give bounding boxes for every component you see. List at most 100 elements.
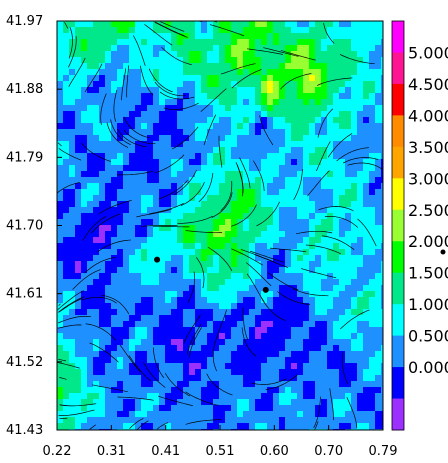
field-cell [111,219,118,226]
field-cell [369,231,376,238]
field-cell [291,387,298,394]
streamline [144,24,173,46]
field-cell [213,159,220,166]
field-cell [237,321,244,328]
field-cell [213,27,220,34]
streamline [342,157,379,164]
field-cell [75,231,82,238]
field-cell [177,39,184,46]
field-cell [195,291,202,298]
field-cell [189,165,196,172]
field-cell [321,51,328,58]
field-cell [375,81,382,88]
field-cell [87,267,94,274]
field-cell [249,177,256,184]
field-cell [279,123,286,130]
field-cell [123,69,130,76]
field-cell [75,339,82,346]
field-cell [117,141,124,148]
field-cell [87,327,94,334]
field-cell [255,165,262,172]
field-cell [279,111,286,118]
field-cell [273,45,280,52]
field-cell [279,411,286,418]
field-cell [357,87,364,94]
field-cell [273,381,280,388]
field-cell [321,423,328,430]
streamline [200,88,227,112]
streamline [327,133,353,158]
field-cell [147,195,154,202]
field-cell [141,309,148,316]
field-cell [249,189,256,196]
field-cell [213,399,220,406]
field-cell [99,381,106,388]
field-cell [243,291,250,298]
field-cell [123,231,130,238]
legend-swatch [392,272,404,305]
field-cell [303,297,310,304]
legend-swatch [392,241,404,274]
field-cell [279,57,286,64]
field-cell [171,111,178,118]
field-cell [297,333,304,340]
field-cell [345,243,352,250]
field-cell [219,159,226,166]
field-cell [297,411,304,418]
field-cell [267,75,274,82]
field-cell [297,297,304,304]
field-cell [381,273,383,280]
streamline [235,162,244,194]
field-cell [99,309,106,316]
field-cell [345,267,352,274]
field-cell [147,69,154,76]
field-cell [141,363,148,370]
field-cell [327,51,334,58]
field-cell [57,57,64,64]
field-cell [111,183,118,190]
field-cell [57,405,64,412]
field-cell [369,327,376,334]
field-cell [195,219,202,226]
field-cell [81,207,88,214]
field-cell [183,57,190,64]
field-cell [375,135,382,142]
field-cell [189,339,196,346]
field-cell [159,411,166,418]
field-cell [297,147,304,154]
legend-label: 5.000 [408,43,448,62]
field-cell [63,39,70,46]
field-cell [69,339,76,346]
field-cell [345,393,352,400]
field-cell [195,201,202,208]
field-cell [165,345,172,352]
field-cell [141,141,148,148]
field-cell [273,147,280,154]
field-cell [141,357,148,364]
field-cell [291,243,298,250]
field-cell [315,219,322,226]
field-cell [315,423,322,430]
field-cell [255,159,262,166]
field-cell [309,21,316,28]
field-cell [381,219,383,226]
field-cell [213,315,220,322]
streamline [256,201,280,227]
field-cell [273,243,280,250]
field-cell [267,135,274,142]
field-cell [105,345,112,352]
field-cell [315,147,322,154]
field-cell [99,345,106,352]
field-cell [111,309,118,316]
field-cell [165,129,172,136]
field-cell [111,201,118,208]
field-cell [87,375,94,382]
field-cell [129,39,136,46]
streamline [292,288,329,297]
field-cell [225,153,232,160]
field-cell [201,153,208,160]
field-cell [195,159,202,166]
field-cell [75,153,82,160]
field-cell [171,81,178,88]
field-cell [345,207,352,214]
